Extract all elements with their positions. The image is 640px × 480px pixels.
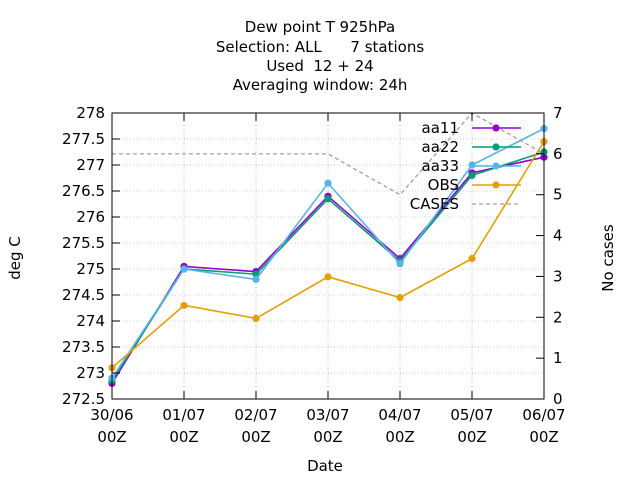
y2-tick-label: 2: [553, 308, 563, 326]
y2-tick-label: 4: [553, 227, 563, 245]
data-point-aa22: [324, 195, 332, 203]
y2-tick-label: 3: [553, 267, 563, 285]
y-tick-label: 277.5: [62, 130, 105, 148]
series-aa33: [108, 125, 548, 382]
x-tick-label: 04/07: [378, 406, 421, 424]
data-point-aa33: [252, 275, 260, 283]
y-tick-label: 272.5: [62, 390, 105, 408]
legend-marker-aa11: [492, 124, 500, 132]
x-tick-label: 06/07: [522, 406, 565, 424]
chart-title-line-4: Averaging window: 24h: [232, 76, 408, 94]
x-tick-label-time: 00Z: [169, 428, 198, 446]
y2-tick-label: 6: [553, 145, 563, 163]
legend-label-cases: CASES: [410, 195, 459, 213]
data-point-aa33: [468, 161, 476, 169]
legend-marker-aa22: [492, 143, 500, 151]
y-tick-label: 274.5: [62, 286, 105, 304]
y-tick-label: 273.5: [62, 338, 105, 356]
x-tick-label-time: 00Z: [241, 428, 270, 446]
chart-title-line-3: Used 12 + 24: [266, 57, 374, 75]
y2-tick-label: 5: [553, 186, 563, 204]
y-tick-label: 274: [76, 312, 105, 330]
data-point-obs: [180, 301, 188, 309]
x-tick-label-time: 00Z: [457, 428, 486, 446]
x-tick-label-time: 00Z: [385, 428, 414, 446]
data-point-obs: [396, 294, 404, 302]
data-point-aa33: [324, 179, 332, 187]
x-tick-label-time: 00Z: [313, 428, 342, 446]
x-tick-label-time: 00Z: [97, 428, 126, 446]
series-obs: [108, 138, 548, 372]
x-tick-label-time: 00Z: [529, 428, 558, 446]
legend-label-aa33: aa33: [422, 157, 459, 175]
y-tick-label: 273: [76, 364, 105, 382]
y2-tick-label: 0: [553, 390, 563, 408]
data-point-obs: [468, 255, 476, 263]
y2-tick-label: 7: [553, 104, 563, 122]
x-axis-label: Date: [307, 457, 343, 475]
data-point-aa33: [180, 265, 188, 273]
data-point-aa22: [468, 171, 476, 179]
x-tick-label: 05/07: [450, 406, 493, 424]
x-tick-label: 01/07: [162, 406, 205, 424]
x-tick-label: 30/06: [90, 406, 133, 424]
legend-marker-obs: [492, 181, 500, 189]
legend-marker-aa33: [492, 162, 500, 170]
y-tick-label: 276: [76, 208, 105, 226]
y2-tick-label: 1: [553, 349, 563, 367]
y-tick-label: 278: [76, 104, 105, 122]
y2-axis-label: No cases: [599, 224, 617, 292]
grid: [112, 113, 544, 399]
series-layer: [108, 112, 548, 387]
legend-label-aa11: aa11: [422, 119, 459, 137]
y-tick-label: 276.5: [62, 182, 105, 200]
y-tick-label: 277: [76, 156, 105, 174]
data-point-obs: [252, 314, 260, 322]
legend-label-obs: OBS: [428, 176, 459, 194]
y-tick-label: 275: [76, 260, 105, 278]
y-axis-label: deg C: [6, 236, 24, 280]
ticks: 272.5273273.5274274.5275275.5276276.5277…: [62, 104, 566, 446]
y-tick-label: 275.5: [62, 234, 105, 252]
chart-title-line-1: Dew point T 925hPa: [244, 18, 396, 36]
x-tick-label: 02/07: [234, 406, 277, 424]
x-tick-label: 03/07: [306, 406, 349, 424]
chart-title-line-2: Selection: ALL 7 stations: [215, 38, 425, 56]
data-point-aa33: [396, 260, 404, 268]
data-point-obs: [324, 273, 332, 281]
legend-label-aa22: aa22: [422, 138, 459, 156]
